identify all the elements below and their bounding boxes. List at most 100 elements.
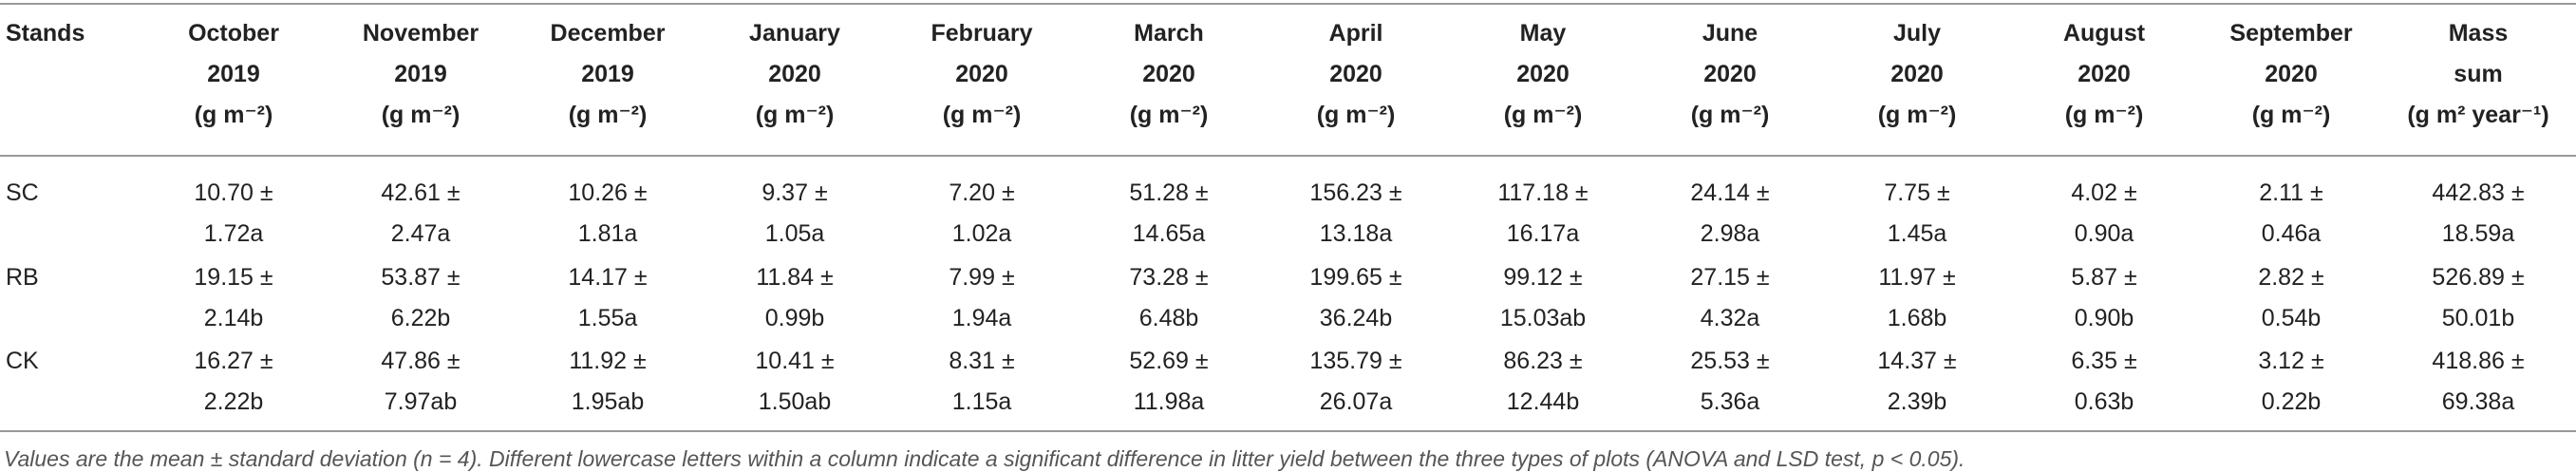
table-cell: 11.98a	[1133, 388, 1205, 415]
header-cell: 2020	[1890, 61, 1944, 87]
table-cell: 10.41 ±	[755, 348, 835, 374]
table-cell: 7.75 ±	[1884, 179, 1950, 206]
header-cell: April	[1328, 20, 1383, 47]
header-cell: September	[2229, 20, 2353, 47]
table-cell: 73.28 ±	[1129, 264, 1209, 291]
table-cell: 13.18a	[1319, 220, 1393, 247]
table-cell: 24.14 ±	[1690, 179, 1770, 206]
table-cell: 7.97ab	[384, 388, 458, 415]
header-cell: 2019	[394, 61, 447, 87]
table-cell: 1.50ab	[758, 388, 832, 415]
header-cell: (g m⁻²)	[381, 102, 461, 128]
table-cell: 25.53 ±	[1690, 348, 1770, 374]
table-cell: 0.22b	[2261, 388, 2322, 415]
table-cell: 2.14b	[203, 305, 264, 331]
table-cell: 2.22b	[203, 388, 264, 415]
table-cell: 2.47a	[390, 220, 451, 247]
header-cell: November	[362, 20, 479, 47]
table-cell: 442.83 ±	[2432, 179, 2525, 206]
header-cell: (g m⁻²)	[1316, 102, 1396, 128]
table-cell: 7.99 ±	[949, 264, 1015, 291]
table-cell: 10.26 ±	[568, 179, 648, 206]
header-rule	[0, 155, 2576, 157]
table-cell: 2.82 ±	[2258, 264, 2324, 291]
header-cell: June	[1702, 20, 1758, 47]
table-cell: 1.02a	[951, 220, 1012, 247]
table-cell: 4.32a	[1700, 305, 1760, 331]
table-cell: 0.63b	[2074, 388, 2134, 415]
table-cell: 2.39b	[1887, 388, 1947, 415]
table-cell: CK	[6, 348, 39, 374]
table-cell: 19.15 ±	[194, 264, 273, 291]
table-cell: 1.94a	[951, 305, 1012, 331]
header-cell: 2020	[768, 61, 821, 87]
header-cell: May	[1519, 20, 1567, 47]
table-cell: 1.05a	[764, 220, 825, 247]
table-cell: 86.23 ±	[1503, 348, 1583, 374]
table-cell: 6.22b	[390, 305, 451, 331]
table-cell: 2.98a	[1700, 220, 1760, 247]
table-cell: 14.65a	[1132, 220, 1206, 247]
header-cell: February	[931, 20, 1033, 47]
table-cell: 12.44b	[1506, 388, 1580, 415]
table-cell: 4.02 ±	[2071, 179, 2137, 206]
table-cell: 8.31 ±	[949, 348, 1015, 374]
header-cell: (g m² year⁻¹)	[2407, 102, 2549, 128]
table-cell: SC	[6, 179, 39, 206]
header-cell: January	[749, 20, 840, 47]
header-cell: (g m⁻²)	[942, 102, 1022, 128]
table-cell: 117.18 ±	[1497, 179, 1589, 206]
top-rule	[0, 3, 2576, 5]
table-cell: 53.87 ±	[381, 264, 461, 291]
table-cell: 36.24b	[1319, 305, 1393, 331]
table-cell: 6.35 ±	[2071, 348, 2137, 374]
header-cell: 2020	[1329, 61, 1382, 87]
header-cell: (g m⁻²)	[1877, 102, 1957, 128]
table-cell: 10.70 ±	[194, 179, 273, 206]
table-cell: 1.95ab	[571, 388, 645, 415]
header-cell: (g m⁻²)	[194, 102, 273, 128]
table-cell: 135.79 ±	[1309, 348, 1402, 374]
table-cell: 0.90a	[2074, 220, 2134, 247]
table-cell: 69.38a	[2441, 388, 2515, 415]
header-cell: (g m⁻²)	[755, 102, 835, 128]
table-cell: 51.28 ±	[1129, 179, 1209, 206]
table-cell: 1.15a	[951, 388, 1012, 415]
header-cell: (g m⁻²)	[568, 102, 648, 128]
table-cell: 50.01b	[2441, 305, 2515, 331]
header-cell: (g m⁻²)	[1690, 102, 1770, 128]
table-cell: 5.36a	[1700, 388, 1760, 415]
table-cell: 1.55a	[577, 305, 638, 331]
header-cell: August	[2062, 20, 2146, 47]
table-cell: 0.90b	[2074, 305, 2134, 331]
footnote: Values are the mean ± standard deviation…	[4, 446, 1965, 471]
header-cell: October	[188, 20, 279, 47]
table-cell: 1.68b	[1887, 305, 1947, 331]
header-cell: 2019	[207, 61, 260, 87]
table-cell: 14.37 ±	[1877, 348, 1957, 374]
table-cell: 156.23 ±	[1309, 179, 1402, 206]
table-cell: 15.03ab	[1499, 305, 1587, 331]
table-cell: 52.69 ±	[1129, 348, 1209, 374]
bottom-rule	[0, 430, 2576, 432]
header-cell: December	[550, 20, 666, 47]
table-cell: 3.12 ±	[2258, 348, 2324, 374]
table-cell: 1.72a	[203, 220, 264, 247]
table-cell: 27.15 ±	[1690, 264, 1770, 291]
table-cell: 199.65 ±	[1309, 264, 1402, 291]
table-cell: 1.81a	[577, 220, 638, 247]
table-cell: 26.07a	[1319, 388, 1393, 415]
header-cell: (g m⁻²)	[1503, 102, 1583, 128]
table-cell: 16.17a	[1506, 220, 1580, 247]
header-cell: 2020	[955, 61, 1008, 87]
header-cell: 2020	[2078, 61, 2131, 87]
table-cell: 11.97 ±	[1878, 264, 1956, 291]
table-cell: 7.20 ±	[949, 179, 1015, 206]
header-cell: July	[1892, 20, 1942, 47]
table-cell: 5.87 ±	[2071, 264, 2137, 291]
table-cell: 2.11 ±	[2259, 179, 2323, 206]
table-cell: 42.61 ±	[381, 179, 461, 206]
header-cell: 2020	[2265, 61, 2318, 87]
header-cell: Mass	[2448, 20, 2509, 47]
header-cell: sum	[2454, 61, 2503, 87]
